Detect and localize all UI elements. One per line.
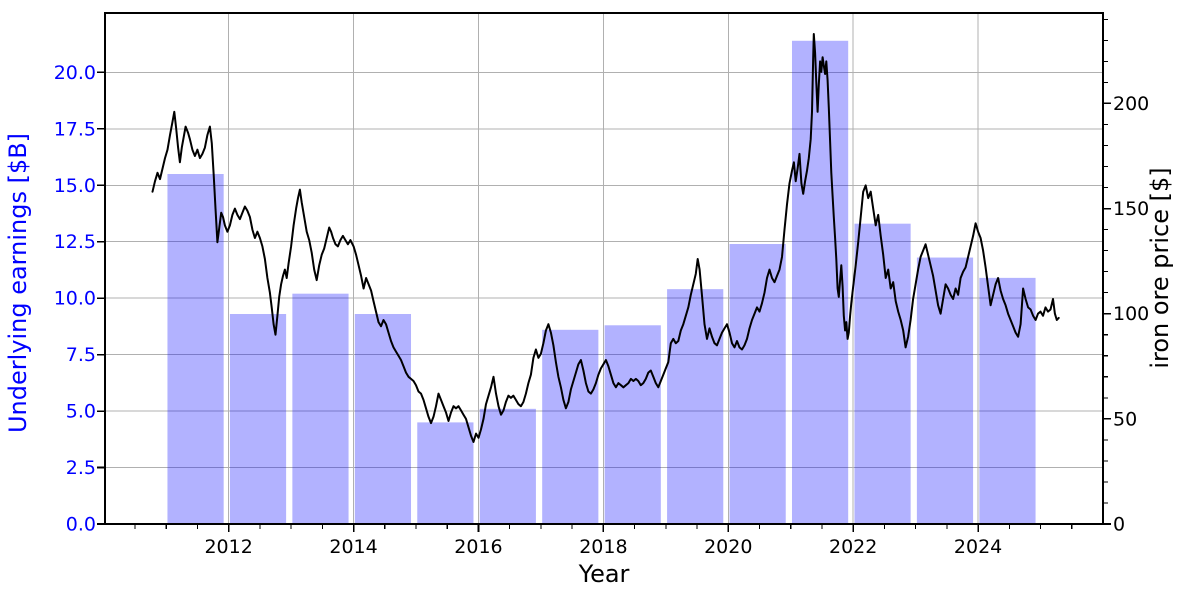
- plot-frame: [104, 12, 1104, 525]
- left-y-tick-label: 10.0: [54, 288, 96, 310]
- bar-2018: [604, 325, 661, 524]
- right-y-tick-label: 150: [1113, 198, 1149, 220]
- bar-2015: [417, 422, 474, 524]
- bar-2014: [354, 314, 412, 524]
- ticks-layer: [97, 18, 1111, 532]
- x-tick-label: 2012: [204, 536, 252, 558]
- right-y-tick-label: 0: [1113, 514, 1125, 536]
- chart-render-root: 2012 2014 2016 2018 2020 2022 2024 0.0 2.5 5.0 7.5…: [54, 12, 1150, 558]
- left-y-tick-label: 2.5: [66, 457, 96, 479]
- bar-2021: [791, 40, 849, 524]
- left-y-tick-label: 12.5: [54, 231, 96, 253]
- right-y-tick-label: 50: [1113, 408, 1137, 430]
- right-y-axis-label: iron ore price [$]: [1146, 167, 1174, 368]
- left-y-tick-label: 17.5: [54, 118, 96, 140]
- left-y-tick-label: 7.5: [66, 344, 96, 366]
- x-tick-label: 2014: [329, 536, 377, 558]
- iron-ore-price-line: [151, 33, 1060, 443]
- bar-2019: [667, 289, 724, 524]
- left-y-axis-label: Underlying earnings [$B]: [4, 133, 32, 433]
- bar-2016: [479, 408, 536, 524]
- bars-layer: [167, 40, 1036, 524]
- bar-2020: [729, 244, 786, 524]
- bar-2011: [167, 174, 224, 524]
- left-y-tick-label: 0.0: [66, 514, 96, 536]
- bar-2023: [916, 257, 974, 524]
- tick-labels-layer: 2012 2014 2016 2018 2020 2022 2024 0.0 2.5 5.0 7.5…: [54, 62, 1150, 558]
- right-y-tick-label: 200: [1113, 93, 1149, 115]
- left-y-tick-label: 20.0: [54, 62, 96, 84]
- bar-2013: [292, 293, 349, 524]
- bar-2012: [229, 314, 287, 524]
- right-y-tick-label: 100: [1113, 303, 1149, 325]
- bar-2017: [542, 329, 599, 524]
- x-tick-label: 2022: [829, 536, 877, 558]
- x-tick-label: 2024: [954, 536, 1002, 558]
- bar-2022: [854, 223, 911, 524]
- left-y-tick-label: 15.0: [54, 175, 96, 197]
- x-axis-label: Year: [578, 560, 630, 588]
- left-y-tick-label: 5.0: [66, 401, 96, 423]
- x-tick-label: 2016: [454, 536, 502, 558]
- bar-2024: [979, 277, 1036, 524]
- x-tick-label: 2020: [704, 536, 752, 558]
- x-tick-label: 2018: [579, 536, 627, 558]
